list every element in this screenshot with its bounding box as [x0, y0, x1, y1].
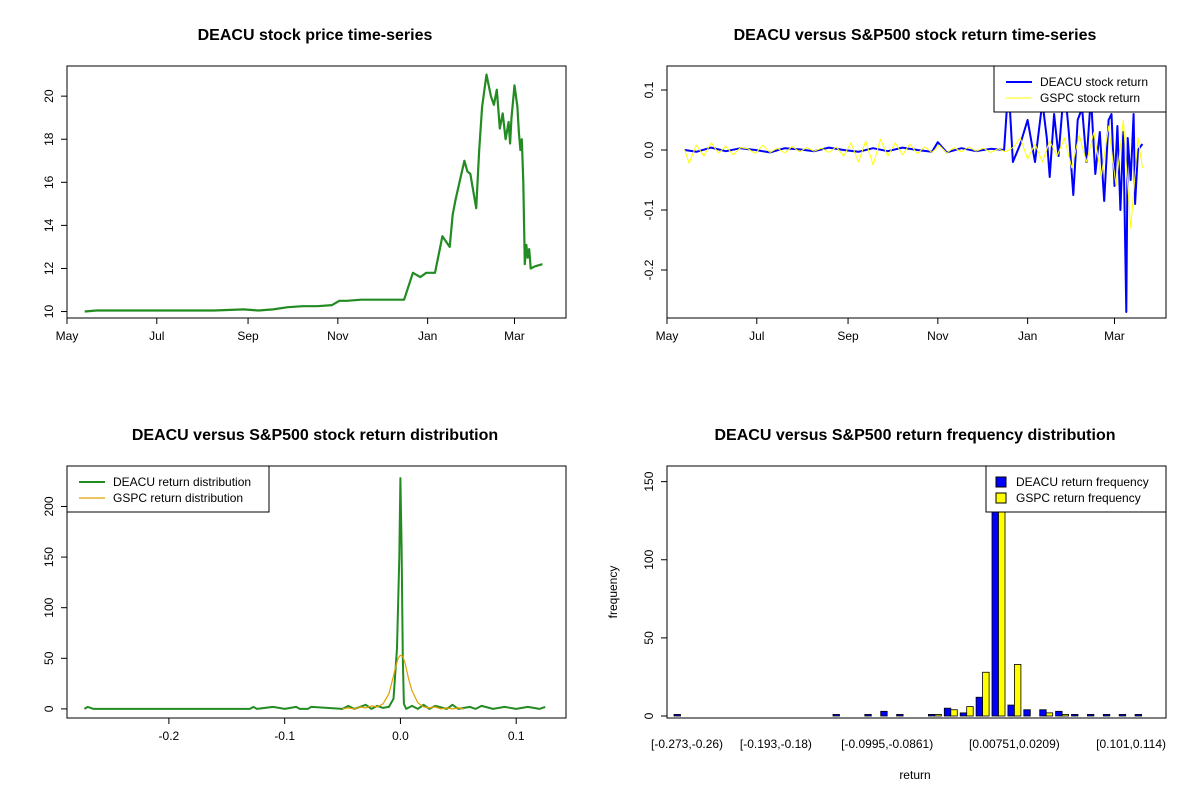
x-tick-label: 0.0 — [392, 729, 409, 743]
x-tick-label: Jul — [749, 329, 764, 343]
gspc-frequency-bar — [982, 671, 990, 717]
deacu-density-line — [83, 477, 546, 710]
y-tick-label: 0 — [42, 705, 56, 712]
gspc-frequency-bar — [1014, 664, 1022, 717]
y-tick-label: 200 — [42, 496, 56, 516]
x-axis-label: return — [899, 768, 930, 782]
x-tick-label: Nov — [327, 329, 348, 343]
y-tick-label: -0.2 — [642, 259, 656, 280]
deacu-frequency-bar — [1055, 710, 1063, 717]
x-tick-label: Mar — [1104, 329, 1125, 343]
x-tick-label: Sep — [837, 329, 859, 343]
x-tick-label: -0.1 — [274, 729, 295, 743]
y-tick-label: 100 — [42, 597, 56, 617]
plot-frame — [666, 65, 1167, 319]
deacu-frequency-bar — [896, 714, 904, 717]
deacu-frequency-bar — [975, 696, 983, 717]
deacu-frequency-bar — [1039, 709, 1047, 717]
gspc-frequency-bar — [1061, 714, 1069, 717]
legend-box — [66, 465, 270, 513]
legend-label: DEACU stock return — [1040, 75, 1148, 89]
gspc-frequency-bar — [998, 503, 1006, 717]
y-tick-label: 0.1 — [642, 81, 656, 98]
return-distribution-chart: -0.2 -0.1 0.0 0.1 0 50 100 150 200 DEACU return d… — [42, 465, 567, 743]
legend-label: GSPC return frequency — [1016, 491, 1141, 505]
plot-frame — [66, 65, 567, 319]
return-timeseries-title: DEACU versus S&P500 stock return time-se… — [734, 27, 1097, 44]
deacu-return-line — [684, 83, 1144, 313]
deacu-frequency-bar — [943, 707, 952, 717]
legend-label: GSPC return distribution — [113, 491, 243, 505]
deacu-frequency-bar — [673, 714, 681, 717]
deacu-frequency-bar — [1118, 714, 1127, 717]
y-tick-label: 150 — [642, 471, 656, 491]
y-tick-label: 100 — [642, 549, 656, 569]
y-tick-label: 10 — [42, 305, 56, 319]
deacu-frequency-bar — [864, 714, 872, 717]
x-tick-label: Sep — [237, 329, 259, 343]
gspc-return-line — [684, 119, 1143, 229]
y-tick-label: -0.1 — [642, 199, 656, 220]
y-tick-label: 20 — [42, 89, 56, 103]
deacu-frequency-bar — [1087, 714, 1095, 717]
bars-group — [673, 470, 1142, 717]
x-category-label: [0.101,0.114) — [1096, 737, 1166, 751]
return-distribution-title: DEACU versus S&P500 stock return distrib… — [132, 427, 498, 444]
y-axis-label: frequency — [606, 566, 620, 619]
plot-frame — [66, 465, 567, 719]
y-tick-label: 18 — [42, 132, 56, 146]
x-tick-label: Mar — [504, 329, 525, 343]
x-category-label: [0.00751,0.0209) — [969, 737, 1060, 751]
deacu-frequency-bar — [1023, 709, 1031, 717]
deacu-frequency-bar — [928, 714, 936, 717]
x-category-label: [-0.193,-0.18) — [740, 737, 812, 751]
x-category-label: [-0.273,-0.26) — [651, 737, 723, 751]
x-category-label: [-0.0995,-0.0861) — [841, 737, 933, 751]
y-tick-label: 50 — [42, 651, 56, 665]
legend-label: GSPC stock return — [1040, 91, 1140, 105]
deacu-frequency-bar — [880, 710, 888, 717]
plot-frame — [666, 465, 1167, 719]
deacu-frequency-bar — [1102, 714, 1111, 717]
x-tick-label: May — [56, 329, 79, 343]
deacu-frequency-bar — [1071, 714, 1079, 717]
legend-label: DEACU return frequency — [1016, 475, 1149, 489]
gspc-density-line — [342, 654, 465, 710]
frequency-distribution-chart: 0 50 100 150 [-0.273,-0.26) [-0.193,-0.18) [-0… — [642, 465, 1167, 751]
y-tick-label: 14 — [42, 218, 56, 232]
price-chart: May Jul Sep Nov Jan Mar 10 12 14 16 18 20 — [42, 65, 567, 343]
deacu-frequency-bar — [832, 714, 840, 717]
price-series-line — [84, 73, 543, 313]
x-tick-label: 0.1 — [508, 729, 525, 743]
y-tick-label: 16 — [42, 175, 56, 189]
y-tick-label: 0 — [642, 712, 656, 719]
frequency-distribution-title: DEACU versus S&P500 return frequency dis… — [715, 427, 1116, 444]
x-tick-label: Jul — [149, 329, 164, 343]
x-tick-label: May — [656, 329, 679, 343]
y-tick-label: 50 — [642, 631, 656, 645]
gspc-frequency-bar — [934, 714, 942, 717]
y-tick-label: 12 — [42, 261, 56, 275]
y-tick-label: 150 — [42, 547, 56, 567]
legend-label: DEACU return distribution — [113, 475, 251, 489]
legend-box — [993, 65, 1167, 113]
gspc-frequency-bar — [1045, 712, 1054, 717]
y-tick-label: 0.0 — [642, 141, 656, 158]
legend-box — [985, 465, 1167, 513]
gspc-frequency-bar — [950, 709, 958, 717]
gspc-frequency-bar — [966, 706, 974, 717]
x-tick-label: -0.2 — [159, 729, 180, 743]
x-tick-label: Jan — [1018, 329, 1037, 343]
legend-swatch — [995, 492, 1007, 504]
legend-swatch — [995, 476, 1007, 488]
deacu-frequency-bar — [959, 712, 968, 717]
deacu-frequency-bar — [1134, 714, 1142, 717]
x-tick-label: Jan — [418, 329, 437, 343]
x-tick-label: Nov — [927, 329, 948, 343]
price-chart-title: DEACU stock price time-series — [198, 27, 433, 44]
deacu-frequency-bar — [1007, 704, 1015, 717]
return-timeseries-chart: May Jul Sep Nov Jan Mar -0.2 -0.1 0.0 0.1 DEACU st… — [642, 65, 1167, 343]
